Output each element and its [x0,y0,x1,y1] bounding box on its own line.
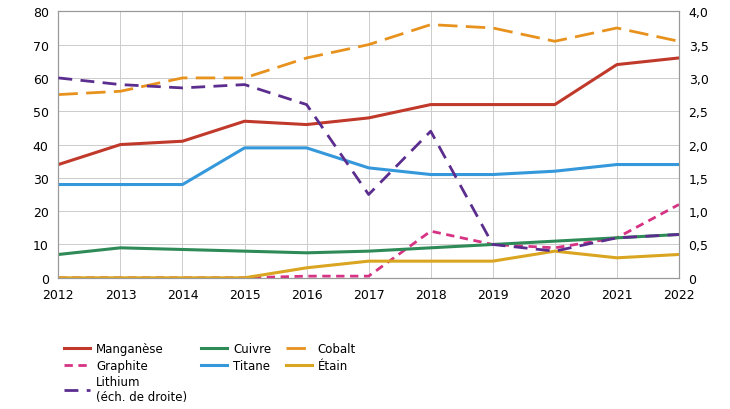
Legend: Manganèse, Graphite, Lithium
(éch. de droite), Cuivre, Titane, , Cobalt, Étain: Manganèse, Graphite, Lithium (éch. de dr… [64,342,356,403]
